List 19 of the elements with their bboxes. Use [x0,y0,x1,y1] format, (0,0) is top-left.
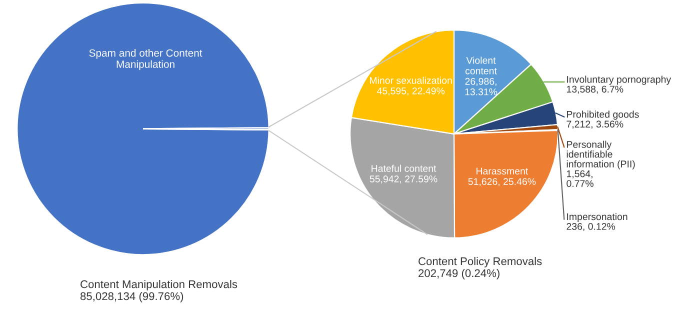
slice-label: Prohibited goods [567,110,639,120]
slice-label: Personally identifiable information (PII) [566,140,635,170]
slice-label: Violent content [465,56,497,74]
data-label: 26,986, 13.31% [465,78,498,96]
data-label: 1,564, 0.77% [566,170,594,187]
text: Content Manipulation Removals 85,028,134 (99.76%) [80,280,238,302]
data-label: 51,626, 25.46% [468,178,536,186]
slice-label: Minor sexualization [370,76,452,84]
slice-label: Hateful content [372,164,436,172]
data-label: 45,595, 22.49% [376,87,445,96]
slice-label: Impersonation [567,212,628,222]
data-label: 7,212, 3.56% [566,120,624,129]
slice-label: Harassment [476,168,528,175]
data-label: 13,588, 6.7% [566,86,624,94]
slice-label: Involuntary pornography [567,76,672,85]
slice-label: Spam and other Content Manipulation [89,49,202,70]
data-label: 55,942, 27.59% [370,176,438,184]
text: Content Policy Removals 202,749 (0.24%) [418,257,542,280]
data-label: 236, 0.12% [566,223,616,232]
